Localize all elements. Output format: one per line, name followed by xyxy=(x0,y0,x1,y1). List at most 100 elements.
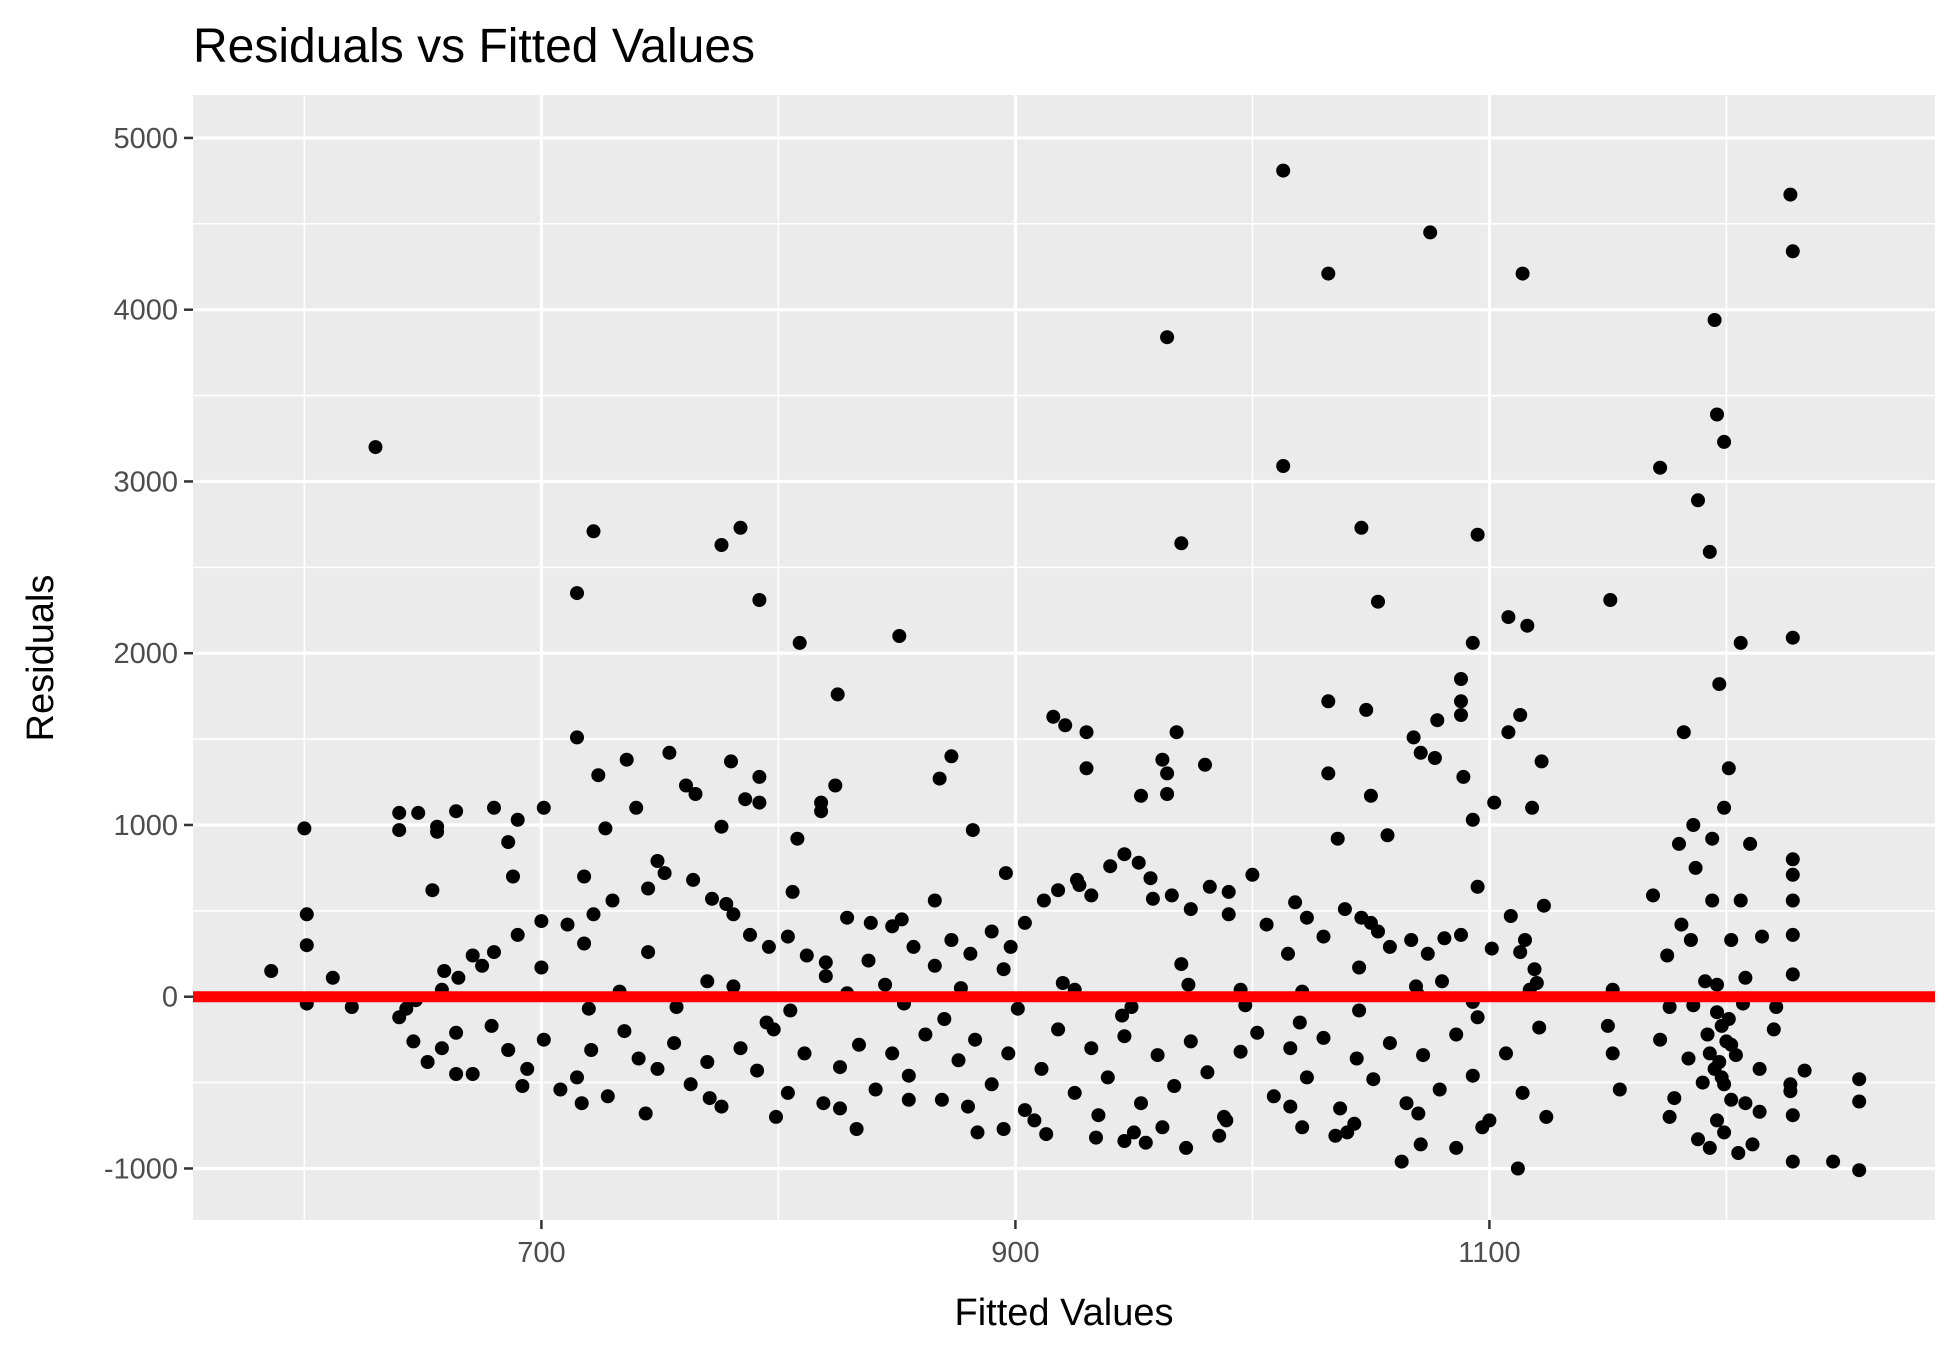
data-point xyxy=(1430,713,1445,728)
data-point xyxy=(430,824,445,839)
data-point xyxy=(901,1092,916,1107)
data-point xyxy=(1363,788,1378,803)
x-tick-label: 700 xyxy=(517,1237,565,1269)
data-point xyxy=(586,907,601,922)
data-point xyxy=(984,1077,999,1092)
y-tick-label: 2000 xyxy=(113,638,178,670)
data-point xyxy=(1733,893,1748,908)
data-point xyxy=(617,1024,632,1039)
data-point xyxy=(892,629,907,643)
data-point xyxy=(1413,1137,1428,1152)
data-point xyxy=(1702,544,1717,559)
data-point xyxy=(510,812,525,827)
data-point xyxy=(1181,977,1196,992)
data-point xyxy=(392,1010,407,1025)
data-point xyxy=(1783,1084,1798,1099)
data-point xyxy=(761,939,776,954)
data-point xyxy=(434,1041,449,1056)
data-point xyxy=(679,778,693,793)
data-point xyxy=(1714,1070,1729,1085)
data-point xyxy=(570,586,584,601)
data-point xyxy=(965,823,980,838)
data-point xyxy=(1700,1027,1715,1042)
data-point xyxy=(934,1092,949,1107)
data-point xyxy=(1169,725,1184,740)
data-point xyxy=(1437,931,1452,946)
data-point xyxy=(1221,907,1236,922)
data-point xyxy=(465,1067,480,1081)
x-tick-label: 1100 xyxy=(1458,1237,1520,1269)
data-point xyxy=(1416,1048,1431,1063)
data-point xyxy=(1534,754,1549,769)
data-point xyxy=(852,1037,866,1052)
minor-gridlines xyxy=(193,95,1935,1220)
data-point xyxy=(299,907,314,922)
data-point xyxy=(1091,1108,1106,1123)
data-point xyxy=(1674,917,1689,932)
data-point xyxy=(1475,1120,1490,1135)
data-point xyxy=(1743,836,1758,851)
data-point xyxy=(1027,1113,1042,1128)
data-point xyxy=(534,914,549,929)
data-point xyxy=(1515,1085,1530,1100)
data-point xyxy=(1698,974,1713,989)
data-point xyxy=(683,1077,698,1092)
x-axis-title: Fitted Values xyxy=(955,1292,1174,1334)
data-point xyxy=(534,960,549,975)
data-point xyxy=(1010,1001,1025,1016)
y-tick-label: 0 xyxy=(162,982,178,1014)
data-point xyxy=(1051,1022,1066,1037)
data-point xyxy=(1160,787,1175,801)
data-point xyxy=(1058,718,1073,733)
data-point xyxy=(1366,1072,1381,1087)
data-point xyxy=(1683,933,1698,947)
data-point xyxy=(536,1032,551,1047)
data-point xyxy=(1705,893,1720,908)
data-point xyxy=(1785,852,1800,867)
data-point xyxy=(1126,1125,1141,1140)
data-point xyxy=(1724,933,1739,947)
data-point xyxy=(1404,933,1419,947)
data-point xyxy=(861,953,876,968)
data-point xyxy=(1470,527,1485,542)
data-point xyxy=(1198,757,1212,772)
data-point xyxy=(726,979,741,994)
data-point xyxy=(1212,1128,1227,1143)
data-point xyxy=(1160,766,1175,781)
data-point xyxy=(520,1061,535,1076)
data-point xyxy=(1131,855,1146,870)
data-point xyxy=(1721,1012,1736,1026)
data-point xyxy=(1034,1061,1049,1076)
data-point xyxy=(1454,672,1468,686)
data-point xyxy=(1717,1125,1732,1140)
data-point xyxy=(1435,974,1449,989)
data-point xyxy=(1266,1089,1281,1104)
data-point xyxy=(1283,1041,1298,1056)
data-point xyxy=(1406,730,1421,745)
data-point xyxy=(641,945,656,960)
data-point xyxy=(1117,1029,1132,1044)
data-point xyxy=(1115,1008,1130,1023)
data-point xyxy=(1143,871,1158,886)
data-point xyxy=(1691,493,1705,508)
data-point xyxy=(1702,1140,1717,1155)
data-point xyxy=(1321,766,1336,781)
data-point xyxy=(1785,244,1800,259)
data-point xyxy=(790,831,805,846)
data-point xyxy=(1352,1003,1367,1018)
data-point xyxy=(996,1122,1011,1136)
data-point xyxy=(1454,927,1468,942)
data-point xyxy=(1055,976,1070,990)
data-point xyxy=(1134,1096,1148,1111)
data-point xyxy=(581,1001,596,1016)
data-point xyxy=(1852,1163,1867,1178)
data-point xyxy=(1724,1092,1739,1107)
data-point xyxy=(1292,1015,1307,1030)
data-point xyxy=(1245,867,1260,882)
data-point xyxy=(752,593,767,607)
data-point xyxy=(1728,1048,1743,1063)
data-point xyxy=(449,1067,464,1081)
data-point xyxy=(650,1061,665,1076)
data-point xyxy=(631,1051,646,1066)
